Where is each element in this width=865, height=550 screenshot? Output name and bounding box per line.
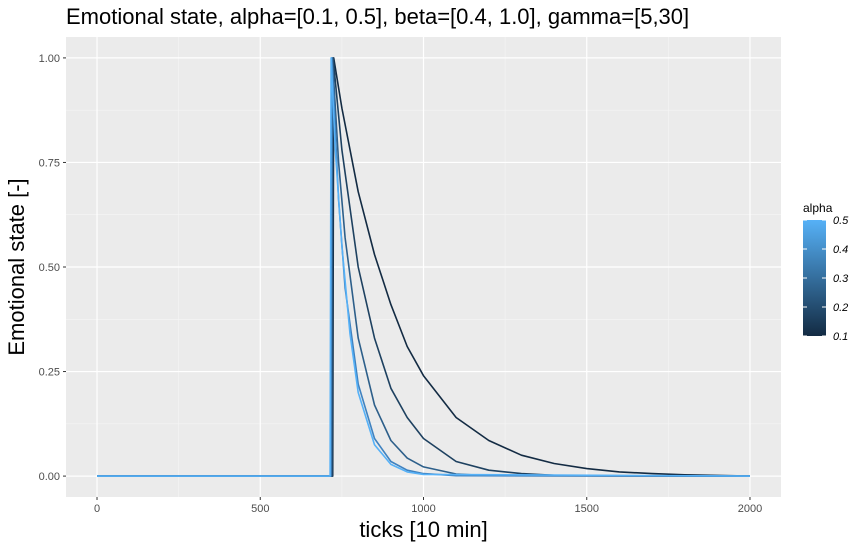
y-tick-label: 0.00 [39,471,60,483]
series-line-alpha-0.1 [97,57,751,477]
chart-title: Emotional state, alpha=[0.1, 0.5], beta=… [66,4,690,29]
y-axis-title: Emotional state [-] [4,178,29,355]
legend-title: alpha [803,201,833,215]
x-tick-label: 0 [94,503,100,515]
legend-tick-label: 0.3 [833,273,849,285]
y-tick-label: 1.00 [39,53,60,65]
legend-tick-label: 0.1 [833,331,848,343]
series-layer [97,57,751,477]
legend-tick-label: 0.4 [833,244,848,256]
x-tick-label: 2000 [738,503,762,515]
y-tick-label: 0.50 [39,262,60,274]
legend: alpha 0.1 0.2 0.3 0.4 0.5 [803,201,849,343]
x-tick-label: 500 [251,503,269,515]
legend-tick-label: 0.5 [833,215,849,227]
legend-colorbar [803,220,826,336]
axis-layer: 0 500 1000 1500 2000 0.00 0.25 0.50 0.75 1.00 [39,53,763,515]
x-tick-label: 1000 [411,503,435,515]
legend-tick-label: 0.2 [833,302,848,314]
grid-layer [66,37,781,497]
y-tick-label: 0.25 [39,367,60,379]
series-line-alpha-0.5 [97,57,751,477]
y-tick-label: 0.75 [39,157,60,169]
x-tick-label: 1500 [574,503,598,515]
x-axis-title: ticks [10 min] [359,517,487,542]
